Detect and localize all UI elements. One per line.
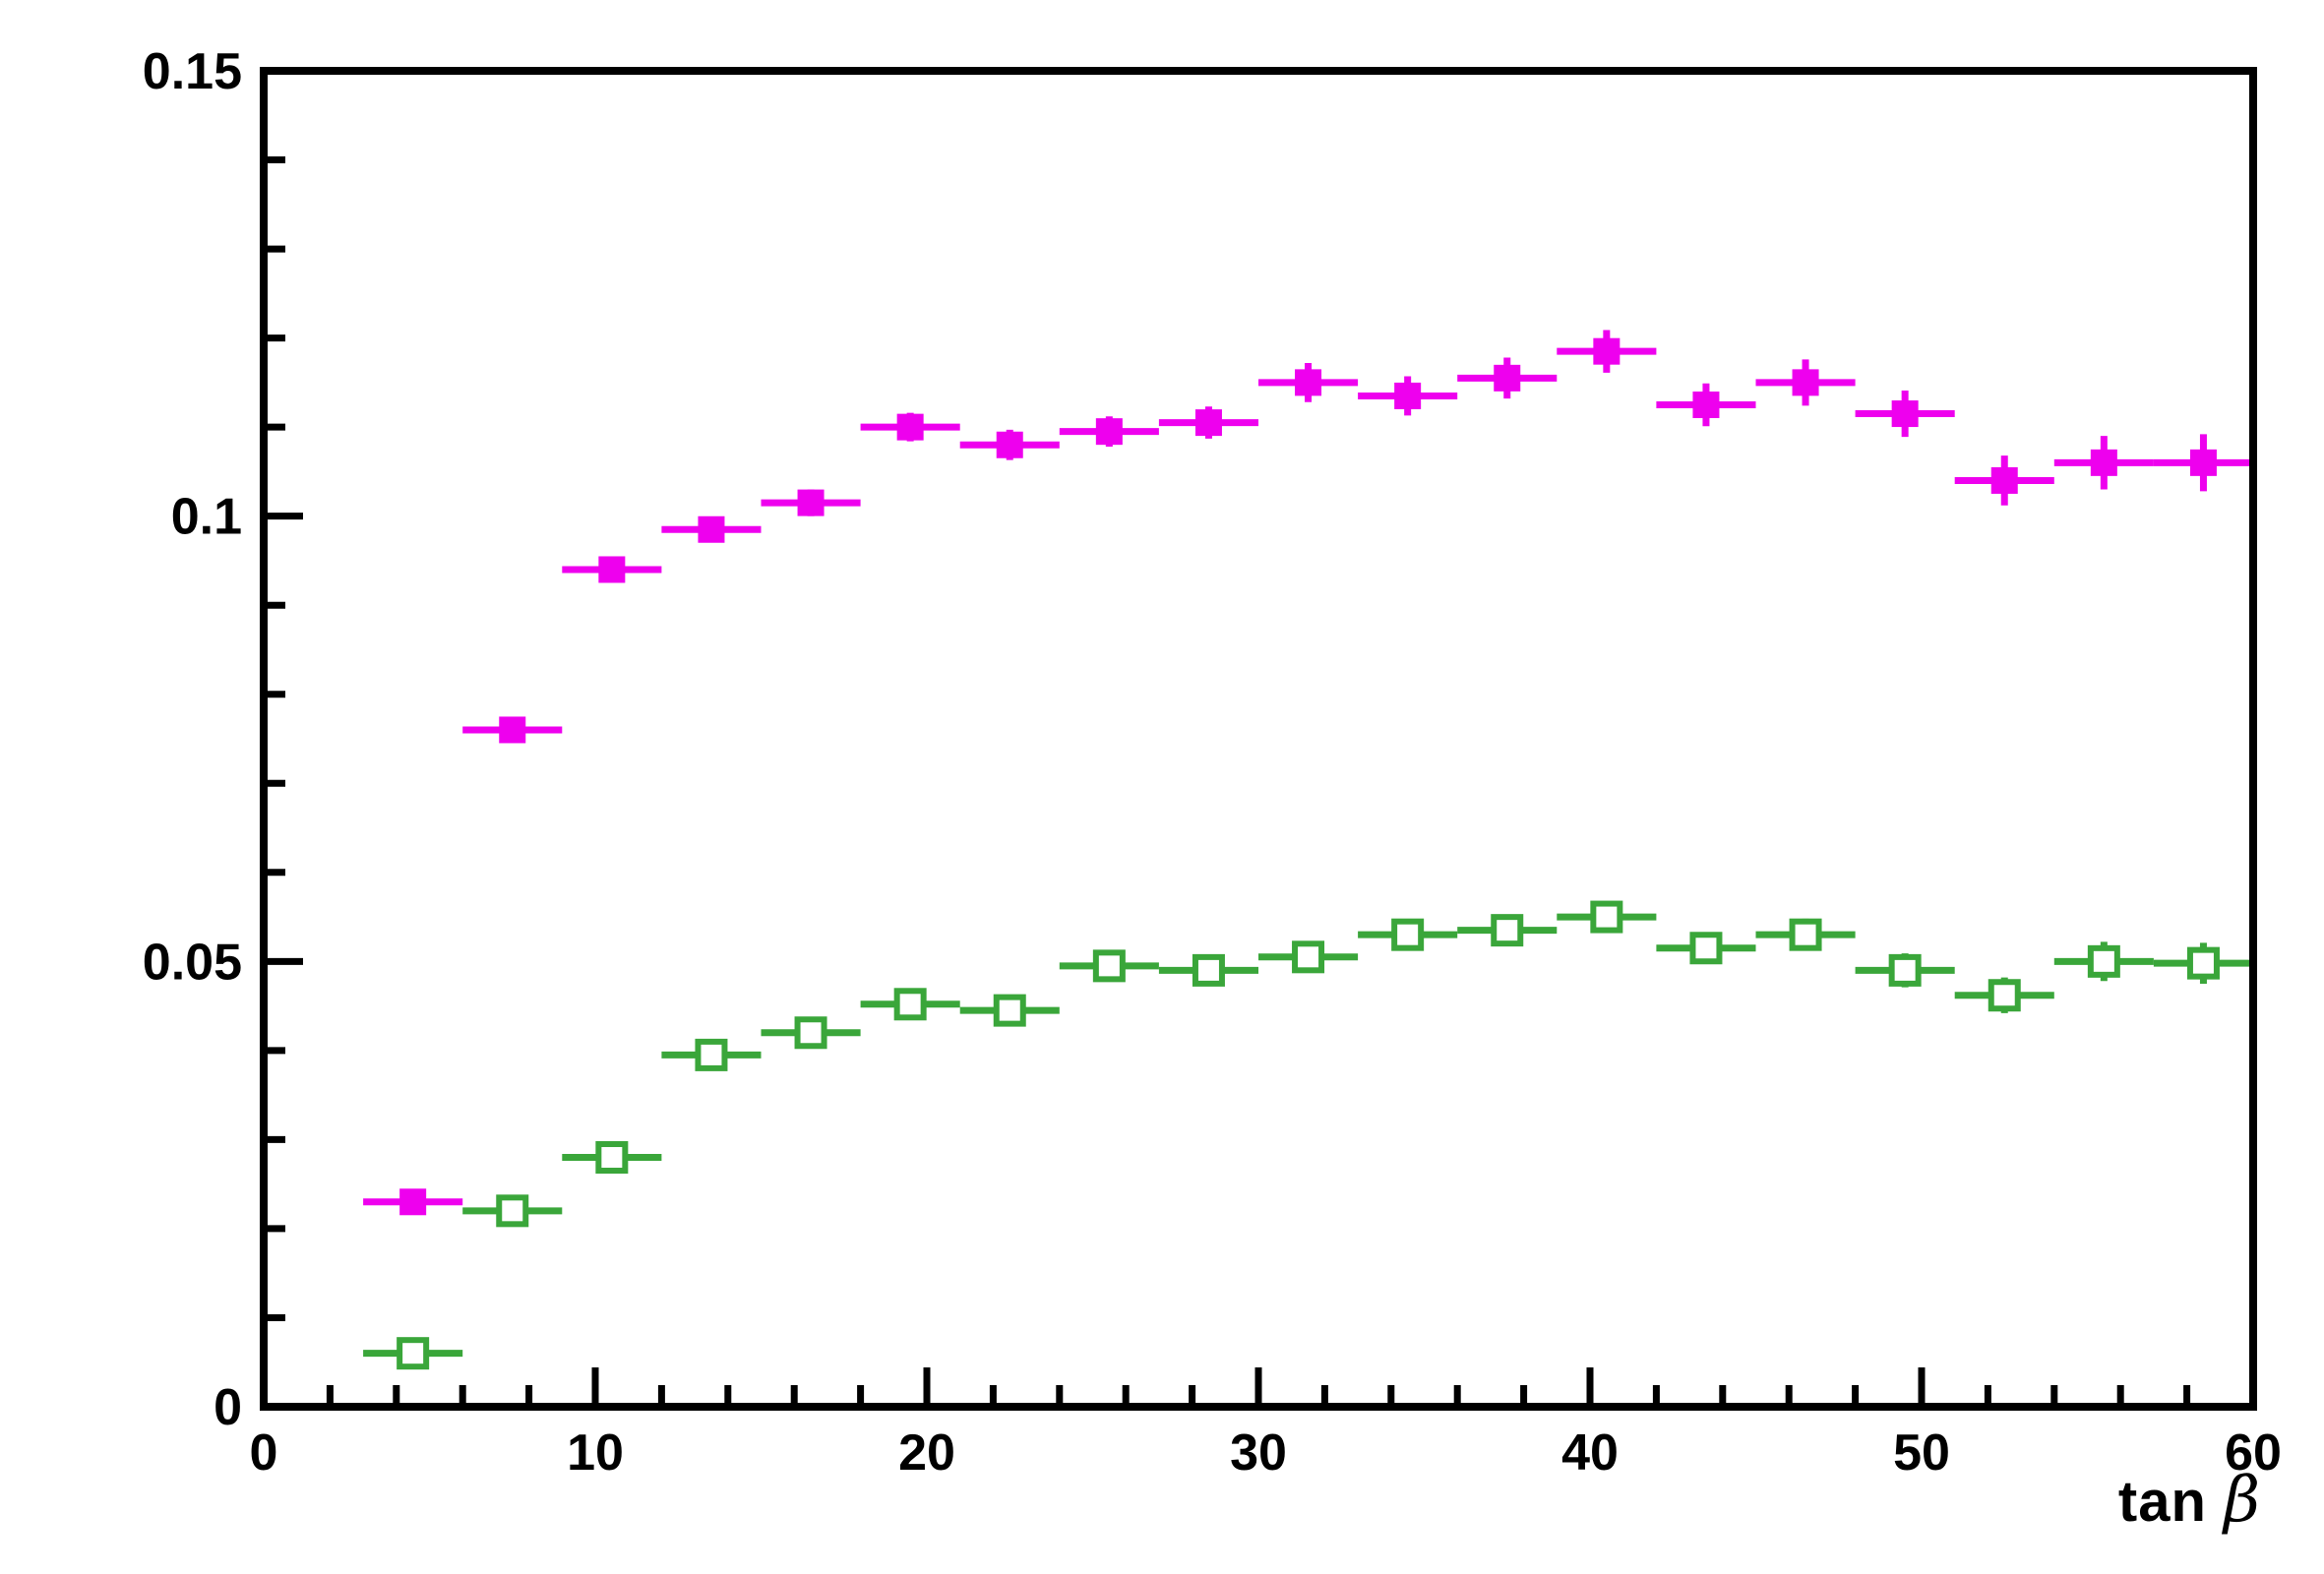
green-open-squares-marker [1491, 914, 1524, 947]
green-open-squares-marker [1888, 953, 1922, 987]
magenta-filled-squares-marker [996, 431, 1023, 458]
x-tick-label: 0 [250, 1424, 278, 1482]
green-open-squares-marker [1789, 918, 1822, 951]
green-open-squares-marker [893, 988, 927, 1021]
green-open-squares-marker [1192, 953, 1225, 987]
magenta-filled-squares-marker [1792, 369, 1819, 396]
green-open-squares-marker [1590, 900, 1623, 934]
green-open-squares-marker [496, 1194, 529, 1228]
magenta-filled-squares-marker [2189, 449, 2217, 476]
x-tick-label: 30 [1230, 1424, 1287, 1482]
magenta-filled-squares-marker [698, 515, 725, 543]
x-tick-label: 60 [2225, 1424, 2282, 1482]
green-open-squares-marker [794, 1016, 827, 1050]
magenta-filled-squares-marker [1194, 409, 1222, 437]
y-tick-label: 0 [214, 1379, 242, 1436]
magenta-filled-squares-marker [1295, 369, 1322, 396]
y-tick-label: 0.15 [143, 43, 242, 100]
y-tick-label: 0.05 [143, 934, 242, 991]
green-open-squares-marker [397, 1337, 430, 1370]
green-open-squares-marker [1092, 949, 1126, 983]
green-open-squares-marker [1391, 918, 1425, 951]
magenta-filled-squares-marker [896, 413, 924, 441]
magenta-filled-squares-marker [2090, 449, 2117, 476]
beta-symbol: β [2224, 1464, 2261, 1537]
y-tick-label: 0.1 [171, 489, 242, 546]
magenta-filled-squares-marker [1494, 364, 1521, 392]
green-open-squares-marker [695, 1038, 728, 1071]
x-tick-label: 40 [1561, 1424, 1619, 1482]
magenta-filled-squares-marker [1692, 392, 1720, 418]
x-axis-title: tan β [2118, 1464, 2261, 1537]
x-tick-label: 10 [567, 1424, 624, 1482]
magenta-filled-squares-marker [598, 556, 626, 583]
magenta-filled-squares-marker [797, 489, 825, 516]
x-axis-title-text: tan [2117, 1470, 2224, 1534]
x-tick-label: 50 [1893, 1424, 1950, 1482]
magenta-filled-squares-marker [1990, 466, 2018, 494]
magenta-filled-squares-marker [1593, 337, 1621, 365]
green-open-squares-marker [2087, 944, 2120, 978]
magenta-filled-squares-marker [1891, 400, 1919, 428]
green-open-squares-marker [1689, 932, 1723, 965]
green-open-squares-marker [1988, 979, 2021, 1012]
magenta-filled-squares-marker [1095, 418, 1123, 446]
plot-frame [260, 67, 2257, 1411]
green-open-squares-marker [2186, 946, 2220, 980]
green-open-squares-marker [1292, 940, 1325, 974]
magenta-filled-squares-marker [1394, 382, 1422, 409]
x-tick-label: 20 [898, 1424, 955, 1482]
magenta-filled-squares-marker [399, 1188, 427, 1216]
green-open-squares-marker [595, 1141, 629, 1175]
green-open-squares-marker [993, 994, 1026, 1027]
magenta-filled-squares-marker [499, 716, 526, 744]
